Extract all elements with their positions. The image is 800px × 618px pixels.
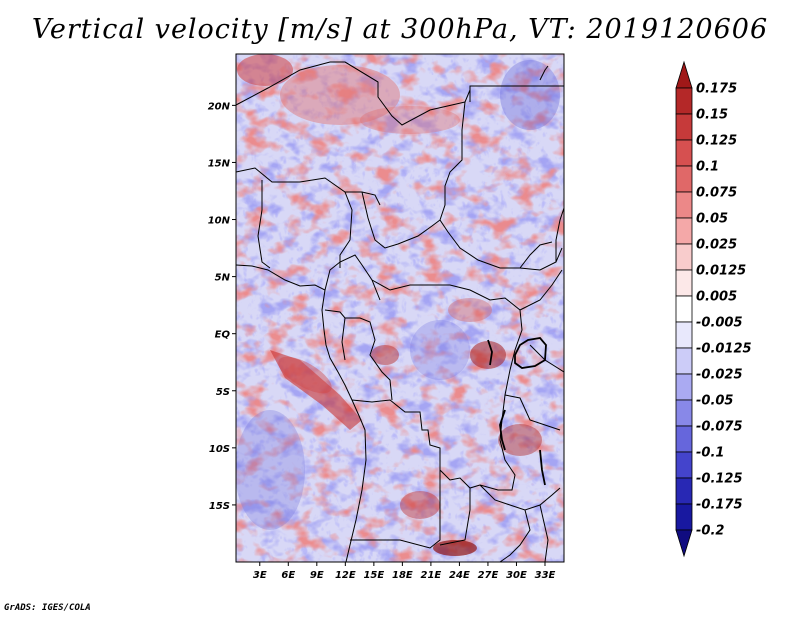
colorbar-swatch [675, 243, 693, 271]
colorbar-swatch [675, 87, 693, 115]
colorbar-swatch [675, 165, 693, 193]
colorbar-swatch [675, 425, 693, 453]
colorbar-level-label: 0.125 [696, 134, 737, 149]
lon-tick-label: 6E [281, 570, 295, 581]
longitude-axis: 3E 6E 9E 12E 15E 18E 21E 24E 27E 30E 33E [253, 562, 556, 581]
plot-frame [235, 53, 565, 563]
colorbar-swatch [675, 503, 693, 531]
colorbar-swatch [675, 269, 693, 297]
lat-tick-label: 5N [215, 273, 231, 284]
colorbar-swatch [675, 373, 693, 401]
lat-tick-label: 5S [216, 387, 230, 398]
colorbar-swatch [675, 321, 693, 349]
grads-credit: GrADS: IGES/COLA [4, 603, 91, 613]
colorbar-swatch [675, 295, 693, 323]
colorbar-swatch [675, 217, 693, 245]
lon-tick-label: 30E [506, 570, 527, 581]
colorbar-level-label: -0.075 [696, 420, 743, 435]
colorbar-level-label: -0.1 [696, 446, 724, 461]
colorbar-level-label: 0.05 [696, 212, 728, 227]
lat-tick-label: 10S [209, 444, 230, 455]
colorbar-swatch [675, 347, 693, 375]
colorbar-level-label: 0.005 [696, 290, 737, 305]
colorbar-top-triangle [675, 60, 693, 89]
colorbar-swatch [675, 451, 693, 479]
lat-tick-label: 15S [209, 501, 230, 512]
colorbar-swatch [675, 399, 693, 427]
colorbar-swatch [675, 113, 693, 141]
colorbar-level-label: -0.2 [696, 524, 724, 539]
lon-tick-label: 18E [392, 570, 413, 581]
lon-tick-label: 27E [478, 570, 499, 581]
colorbar-level-label: 0.025 [696, 238, 737, 253]
lat-tick-label: 15N [208, 158, 231, 169]
lat-tick-label: 10N [208, 216, 231, 227]
lon-tick-label: 3E [253, 570, 267, 581]
lat-tick-label: 20N [208, 101, 231, 112]
lon-tick-label: 33E [535, 570, 556, 581]
lon-tick-label: 15E [363, 570, 384, 581]
lon-tick-label: 12E [335, 570, 356, 581]
colorbar-swatch [675, 191, 693, 219]
colorbar: 0.175 0.15 0.125 0.1 0.075 0.05 0.025 0.0125 0.0… [675, 60, 752, 558]
colorbar-level-label: 0.0125 [696, 264, 746, 279]
colorbar-level-label: -0.175 [696, 498, 743, 513]
colorbar-level-label: 0.1 [696, 160, 719, 175]
colorbar-level-label: 0.15 [696, 108, 728, 123]
colorbar-swatch [675, 139, 693, 167]
colorbar-level-label: 0.075 [696, 186, 737, 201]
lon-tick-label: 21E [421, 570, 442, 581]
latitude-axis: 20N 15N 10N 5N EQ 5S 10S 15S [208, 101, 236, 512]
colorbar-level-label: 0.175 [696, 82, 737, 97]
colorbar-swatch [675, 477, 693, 505]
lon-tick-label: 24E [449, 570, 470, 581]
colorbar-level-label: -0.0125 [696, 342, 752, 357]
colorbar-level-label: -0.005 [696, 316, 743, 331]
lat-tick-label: EQ [215, 330, 231, 341]
country-boundaries [236, 61, 564, 562]
lon-tick-label: 9E [310, 570, 324, 581]
plot-title: Vertical velocity [m/s] at 300hPa, VT: 2… [31, 14, 769, 45]
lakes [487, 337, 547, 486]
colorbar-level-label: -0.025 [696, 368, 743, 383]
colorbar-bottom-triangle [675, 529, 693, 558]
colorbar-level-label: -0.125 [696, 472, 743, 487]
velocity-field [236, 54, 564, 562]
colorbar-level-label: -0.05 [696, 394, 733, 409]
